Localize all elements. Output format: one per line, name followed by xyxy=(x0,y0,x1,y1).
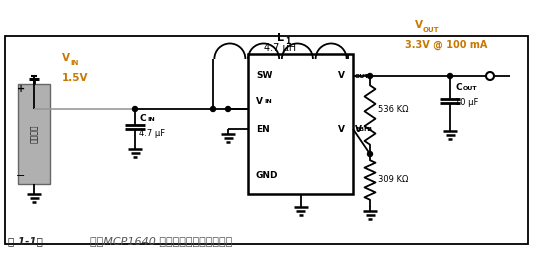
Text: IN: IN xyxy=(147,117,155,122)
Circle shape xyxy=(211,106,215,112)
Circle shape xyxy=(367,73,373,78)
Text: V: V xyxy=(355,124,362,134)
Text: FB: FB xyxy=(355,127,364,132)
Text: IN: IN xyxy=(264,99,272,104)
Bar xyxy=(248,54,353,194)
Text: 4.7 μF: 4.7 μF xyxy=(139,129,165,138)
Text: OUT: OUT xyxy=(423,27,440,33)
Text: GND: GND xyxy=(256,171,279,181)
Text: EN: EN xyxy=(256,124,270,134)
Text: V: V xyxy=(62,53,70,63)
Text: V: V xyxy=(415,20,423,30)
Text: V: V xyxy=(338,124,345,134)
Text: +: + xyxy=(17,84,25,94)
Bar xyxy=(18,84,50,184)
Text: C: C xyxy=(139,114,146,123)
Text: IN: IN xyxy=(70,60,78,66)
Text: OUT: OUT xyxy=(463,86,478,91)
Text: SW: SW xyxy=(256,71,272,81)
Text: V: V xyxy=(338,71,345,81)
Text: 536 KΩ: 536 KΩ xyxy=(378,105,408,115)
Text: 碱性电池: 碱性电池 xyxy=(29,125,38,143)
Circle shape xyxy=(448,73,453,78)
Bar xyxy=(5,36,528,244)
Text: 10 μF: 10 μF xyxy=(455,98,479,107)
Circle shape xyxy=(225,106,230,112)
Text: V: V xyxy=(256,98,263,106)
Text: C: C xyxy=(455,84,462,92)
Circle shape xyxy=(367,151,373,156)
Text: 图 1-1：: 图 1-1： xyxy=(8,236,43,246)
Text: 4.7 μH: 4.7 μH xyxy=(264,43,296,53)
Text: FB: FB xyxy=(363,127,372,132)
Text: OUT: OUT xyxy=(355,74,369,79)
Text: 典型MCP1640 单节电池输入升压转换器: 典型MCP1640 单节电池输入升压转换器 xyxy=(90,236,232,246)
Text: 309 KΩ: 309 KΩ xyxy=(378,176,408,184)
Text: 3.3V @ 100 mA: 3.3V @ 100 mA xyxy=(405,40,487,50)
Circle shape xyxy=(486,72,494,80)
Text: 1: 1 xyxy=(286,37,290,46)
Circle shape xyxy=(133,106,138,112)
Text: L: L xyxy=(277,33,284,43)
Text: −: − xyxy=(17,171,26,181)
Text: 1.5V: 1.5V xyxy=(62,73,88,83)
